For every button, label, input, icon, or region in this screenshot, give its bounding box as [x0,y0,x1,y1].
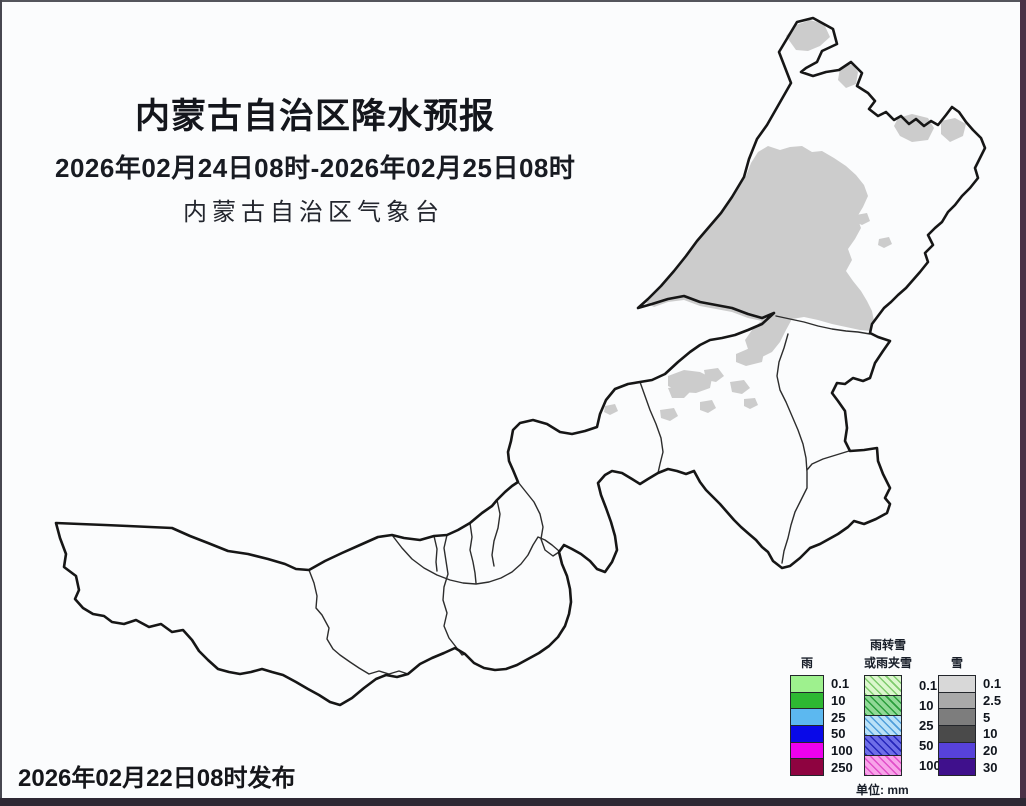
frame-left-edge [0,0,2,806]
legend-value: 30 [983,760,998,776]
legend-swatch [791,676,823,692]
snow-area-patch [668,386,690,398]
legend-values: 0.1 10 25 50 100 [912,675,941,776]
legend-title-line: 或雨夹雪 [864,655,913,670]
legend-column-title-sleet: 雨转雪 或雨夹雪 [864,629,912,675]
snow-area-patch [894,114,934,142]
league-boundary [433,535,438,572]
frame-right-edge [1020,0,1026,806]
page-title: 内蒙古自治区降水预报 [135,97,496,136]
league-boundary [517,481,560,557]
legend-column-sleet: 雨转雪或雨夹雪 0.1 10 25 50 100 [864,629,941,776]
league-boundary [806,450,850,471]
league-boundary [469,522,477,584]
legend-swatch [939,741,975,759]
snow-area-patch [700,400,716,413]
legend-swatch [791,758,823,776]
legend-swatch [939,676,975,692]
legend-column-rain: 雨 0.1 10 25 50 100 250 [790,629,853,776]
legend-swatch [865,755,901,775]
legend-title-line: 雨 [800,655,813,670]
legend-value: 100 [919,758,941,774]
legend-value: 100 [831,743,853,759]
legend-swatch [939,691,975,709]
snow-area-patch [838,64,858,88]
legend-swatch [865,735,901,755]
legend-value: 50 [831,726,846,742]
snow-area-patch [646,146,874,358]
legend-column-snow: 雪 0.1 2.5 5 10 20 30 [938,629,1001,776]
legend-value: 250 [831,760,853,776]
legend-swatch [791,725,823,742]
snow-area-patch [744,398,758,409]
legend-value: 0.1 [831,675,850,691]
legend-value: 0.1 [919,677,938,693]
legend-column-title-rain: 雨 [801,629,813,675]
league-boundary [491,499,501,567]
snow-area-patch [878,237,892,248]
snow-area-patch [736,348,764,366]
legend-values: 0.1 10 25 50 100 250 [824,675,853,776]
legend-title-line: 雨转雪 [870,638,907,653]
precipitation-legend: 雨 0.1 10 25 50 100 250 雨转雪 或雨夹雪 0.1 10 25 50 100 雪… [786,629,1026,801]
snow-area-patch [604,404,618,415]
league-boundary [308,569,409,675]
snow-area-patch [786,20,830,51]
legend-swatch [791,741,823,759]
issued-timestamp: 2026年02月22日08时发布 [18,765,296,792]
legend-value: 50 [919,738,934,754]
province-outline [54,16,987,707]
legend-unit-label: 单位: mm [856,783,909,797]
league-boundary [775,315,871,335]
legend-swatch-box [864,675,902,776]
legend-swatch-box [790,675,824,776]
snow-area-patch [660,408,678,421]
league-boundary [639,381,664,474]
agency-name: 内蒙古自治区气象台 [183,200,444,226]
legend-swatch [791,708,823,726]
legend-value: 20 [983,743,998,759]
legend-value: 10 [919,697,934,713]
league-boundary [776,333,808,564]
legend-value: 0.1 [983,675,1002,691]
frame-top-edge [0,0,1026,2]
light-snow-areas [604,20,966,421]
legend-swatch [865,676,901,695]
legend-value: 5 [983,709,991,725]
legend-title-line: 雪 [950,655,963,670]
legend-swatch [939,708,975,726]
legend-values: 0.1 2.5 5 10 20 30 [976,675,1001,776]
league-boundary [442,534,466,656]
legend-swatch [791,691,823,709]
forecast-period: 2026年02月24日08时-2026年02月25日08时 [55,153,576,183]
legend-swatch [865,715,901,735]
legend-value: 25 [831,709,846,725]
legend-swatch [939,758,975,776]
league-boundary [391,534,560,585]
legend-swatch-box [938,675,976,776]
snow-area-patch [855,213,870,225]
legend-value: 10 [831,692,846,708]
snow-area-patch [730,380,750,394]
legend-swatch [939,725,975,742]
frame-bottom-edge [0,798,1026,806]
legend-value: 10 [983,726,998,742]
legend-swatch [865,695,901,715]
legend-value: 2.5 [983,692,1002,708]
legend-column-title-snow: 雪 [951,629,963,675]
snow-area-patch [704,368,724,382]
snow-area-patch [941,118,966,142]
legend-value: 25 [919,718,934,733]
league-boundaries [308,315,871,675]
